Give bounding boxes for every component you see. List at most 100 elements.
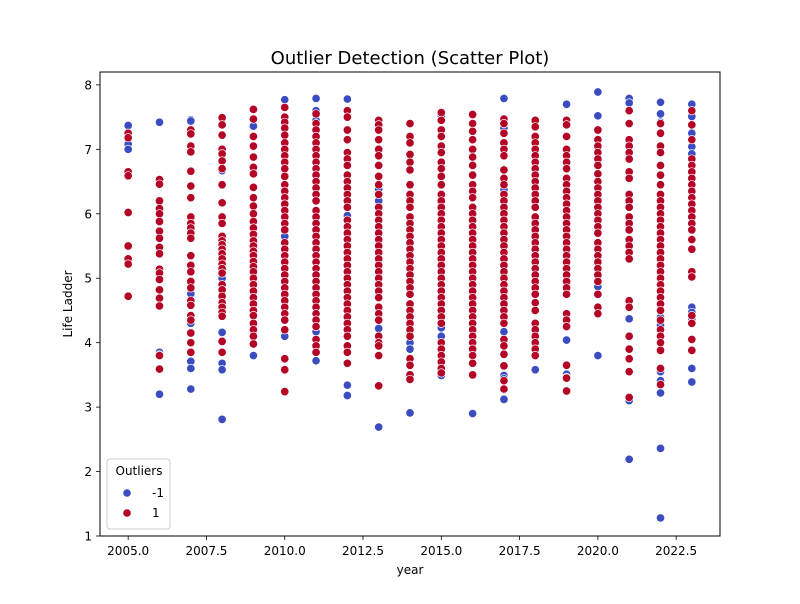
legend-label-minus-one: -1 <box>152 486 164 500</box>
x-tick-label: 2012.5 <box>342 544 384 558</box>
outlier-point <box>186 116 196 126</box>
legend-label-one: 1 <box>152 506 160 520</box>
inlier-point <box>436 318 446 328</box>
inlier-point <box>687 244 697 254</box>
inlier-point <box>624 354 634 364</box>
legend-marker-one <box>122 508 132 518</box>
outlier-point <box>562 99 572 109</box>
outlier-point <box>687 377 697 387</box>
inlier-point <box>342 135 352 145</box>
inlier-point <box>217 218 227 228</box>
x-tick-label: 2015.0 <box>420 544 462 558</box>
x-tick-label: 2017.5 <box>499 544 541 558</box>
outlier-point <box>655 109 666 119</box>
inlier-point <box>374 125 384 135</box>
inlier-point <box>248 193 258 203</box>
inlier-point <box>405 374 415 384</box>
inlier-point <box>593 125 603 135</box>
inlier-point <box>374 135 384 145</box>
inlier-point <box>436 368 446 378</box>
inlier-point <box>154 351 165 361</box>
inlier-point <box>374 151 384 161</box>
y-tick-label: 2 <box>84 465 92 479</box>
inlier-point <box>624 331 634 341</box>
inlier-point <box>436 131 446 141</box>
outlier-point <box>374 422 384 432</box>
outlier-point <box>655 97 666 107</box>
inlier-point <box>186 267 196 277</box>
inlier-point <box>405 119 415 129</box>
y-tick-label: 6 <box>84 207 92 221</box>
inlier-point <box>593 289 603 299</box>
outlier-point <box>624 314 634 324</box>
inlier-point <box>154 285 165 295</box>
inlier-point <box>311 109 321 119</box>
inlier-point <box>374 315 384 325</box>
inlier-point <box>499 341 509 351</box>
inlier-point <box>154 274 165 285</box>
legend-title: Outliers <box>116 464 163 478</box>
inlier-point <box>530 305 540 315</box>
inlier-point <box>248 152 258 162</box>
inlier-point <box>468 119 478 129</box>
outlier-point <box>186 384 196 394</box>
inlier-point <box>562 360 572 370</box>
inlier-point <box>468 109 478 120</box>
y-tick-label: 3 <box>84 401 92 415</box>
inlier-point <box>280 130 290 140</box>
inlier-point <box>562 164 572 174</box>
inlier-point <box>687 345 697 355</box>
inlier-point <box>530 289 540 299</box>
outlier-point <box>593 111 603 121</box>
inlier-point <box>217 130 227 140</box>
inlier-point <box>687 120 697 130</box>
inlier-point <box>154 293 165 303</box>
outlier-point <box>593 351 603 361</box>
inlier-point <box>342 125 352 135</box>
inlier-point <box>468 193 478 203</box>
inlier-point <box>499 384 509 394</box>
inlier-point <box>123 241 133 251</box>
inlier-point <box>687 311 697 321</box>
x-tick-label: 2022.5 <box>655 544 697 558</box>
inlier-point <box>468 170 478 180</box>
inlier-point <box>468 351 478 361</box>
inlier-point <box>154 301 165 311</box>
inlier-point <box>562 373 572 383</box>
inlier-point <box>217 120 227 130</box>
legend: Outliers -1 1 <box>106 458 171 530</box>
inlier-point <box>217 198 227 208</box>
inlier-point <box>562 120 572 130</box>
inlier-point <box>248 311 258 321</box>
outlier-point <box>624 98 634 108</box>
inlier-point <box>499 119 509 129</box>
outlier-point <box>499 327 509 337</box>
inlier-point <box>217 164 227 174</box>
inlier-point <box>436 108 446 118</box>
inlier-point <box>624 202 634 212</box>
inlier-point <box>280 315 290 325</box>
inlier-point <box>624 254 634 264</box>
outlier-point <box>562 335 572 345</box>
inlier-point <box>248 339 258 349</box>
outlier-point <box>530 365 540 375</box>
inlier-point <box>562 386 572 396</box>
inlier-point <box>405 157 415 167</box>
outlier-point <box>624 454 634 464</box>
inlier-point <box>405 165 415 175</box>
outlier-point <box>217 365 227 375</box>
inlier-point <box>123 291 133 301</box>
inlier-point <box>468 144 478 154</box>
x-axis: 2005.0 2007.5 2010.0 2012.5 2015.0 2017.5 2020… <box>107 536 697 558</box>
inlier-point <box>405 331 415 341</box>
inlier-point <box>624 119 634 129</box>
inlier-point <box>530 202 540 212</box>
inlier-point <box>499 165 509 175</box>
outlier-point <box>342 390 352 401</box>
inlier-point <box>624 367 634 377</box>
inlier-point <box>624 302 634 312</box>
inlier-point <box>186 300 196 310</box>
inlier-point <box>562 289 572 299</box>
inlier-point <box>655 380 666 390</box>
